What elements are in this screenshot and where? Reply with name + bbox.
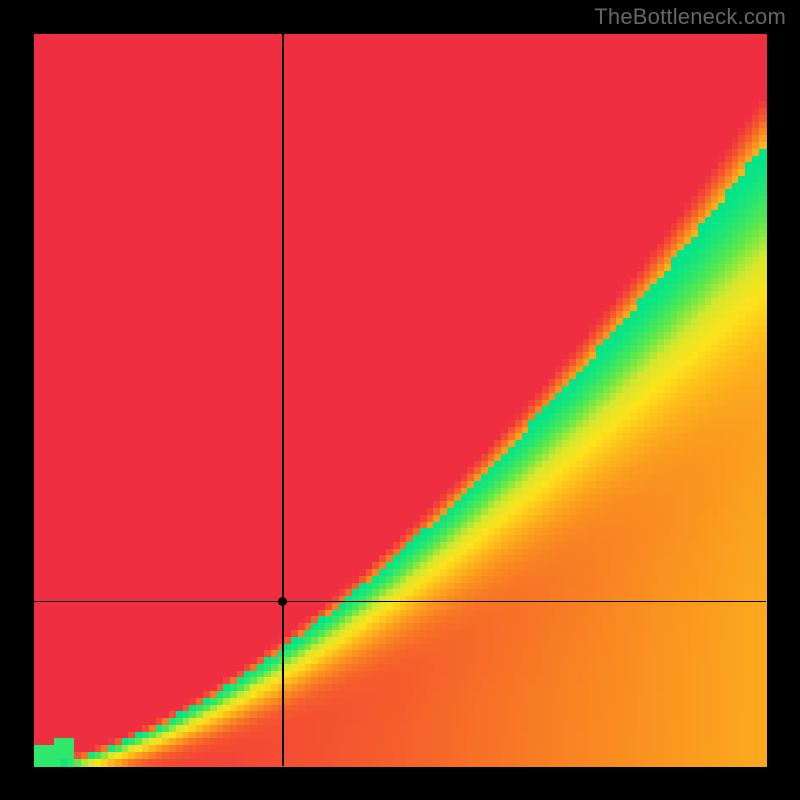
bottleneck-heatmap: [0, 0, 800, 800]
chart-container: TheBottleneck.com: [0, 0, 800, 800]
watermark-text: TheBottleneck.com: [594, 4, 786, 30]
crosshair-vertical: [282, 34, 283, 766]
crosshair-horizontal: [34, 601, 766, 602]
